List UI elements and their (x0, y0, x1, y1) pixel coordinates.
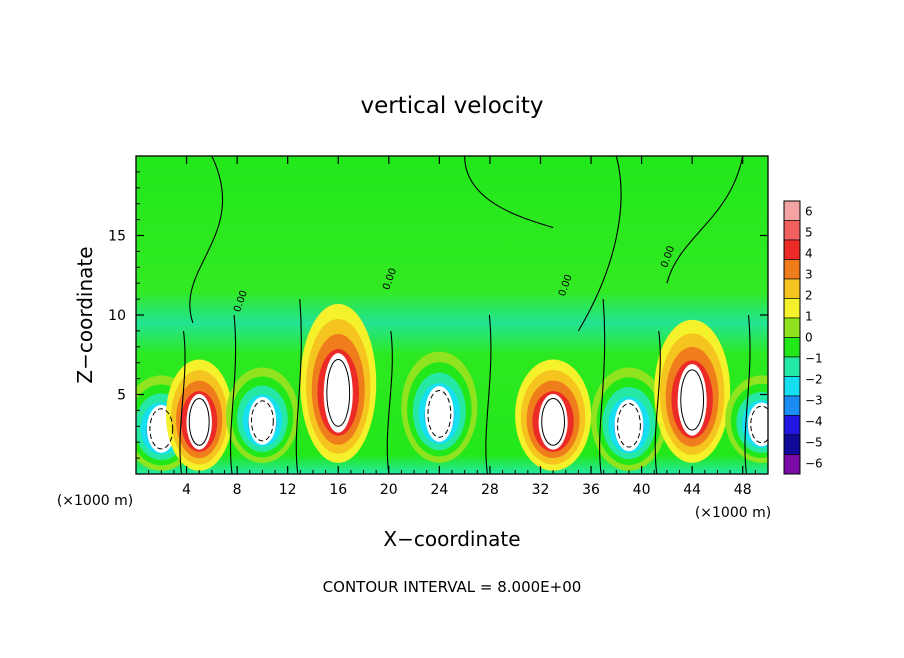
cell-8-core (747, 402, 768, 447)
x-tick-label-0: 4 (182, 482, 191, 498)
colorbar-label-7: −1 (805, 352, 823, 366)
colorbar-frame (783, 200, 801, 475)
y-tick-label-2: 15 (108, 229, 126, 245)
colorbar-swatch-3 (783, 259, 801, 280)
upper-contour-2 (577, 156, 622, 332)
downdraft-cell-6 (590, 367, 667, 471)
x-tick-label-2: 12 (279, 482, 297, 498)
zero-contour-7 (744, 314, 751, 474)
chart-title: vertical velocity (361, 93, 544, 119)
cell-6-contour (617, 403, 641, 448)
updraft-cell-7 (654, 319, 731, 463)
cell-4-contour (427, 390, 452, 438)
contour-lines: 0.000.00 0.000.00 (149, 156, 768, 474)
cell-7-contour (680, 369, 705, 431)
upper-contour-1 (464, 156, 554, 229)
colorbar-swatch-10 (783, 395, 801, 416)
y-axis-label: Z−coordinate (73, 246, 97, 383)
zero-contour-1 (230, 314, 237, 474)
colorbar-label-6: 0 (805, 331, 813, 345)
contour-interval-note: CONTOUR INTERVAL = 8.000E+00 (323, 578, 582, 596)
colorbar-label-2: 4 (805, 247, 813, 261)
cell-6-core (614, 399, 644, 452)
zero-contour-4 (485, 314, 492, 474)
cell-2-contour (250, 400, 274, 442)
x-tick-label-4: 20 (380, 482, 398, 498)
y-axis-unit-label: (×1000 m) (57, 493, 133, 509)
x-tick-label-10: 44 (683, 482, 701, 498)
plot-area: 0.000.00 0.000.00 (136, 156, 768, 474)
colorbar-swatch-7 (783, 337, 801, 358)
cell-7-core (677, 364, 707, 436)
colorbar-swatch-8 (783, 356, 801, 377)
cell-3-core (323, 353, 353, 433)
colorbar-swatch-0 (783, 200, 801, 221)
upper-contour-0 (189, 156, 224, 324)
colorbar-label-3: 3 (805, 268, 813, 282)
colorbar-label-8: −2 (805, 373, 823, 387)
cell-5-core (538, 394, 568, 450)
mid-level-band (136, 291, 768, 355)
colorbar-label-4: 2 (805, 289, 813, 303)
zero-contour-6 (654, 330, 661, 474)
colorbar-label-11: −5 (805, 436, 823, 450)
updraft-cell-3 (300, 303, 377, 463)
x-axis-label: X−coordinate (383, 527, 520, 551)
colorbar-swatch-4 (783, 278, 801, 299)
colorbar: 6 5 4 3 2 1 0 −1 −2 −3 −4 −5 −6 (783, 200, 823, 475)
cell-2-core (248, 397, 277, 445)
colorbar-swatch-5 (783, 298, 801, 319)
zero-contour-5 (599, 299, 606, 474)
cell-1-contour (188, 397, 210, 446)
colorbar-label-10: −4 (805, 415, 823, 429)
x-tick-label-9: 40 (633, 482, 651, 498)
zero-contour-3 (386, 330, 393, 474)
colorbar-swatch-13 (783, 454, 801, 475)
x-axis-unit-label: (×1000 m) (695, 505, 771, 521)
x-tick-label-11: 48 (734, 482, 752, 498)
x-tick-label-5: 24 (430, 482, 448, 498)
y-tick-label-0: 5 (117, 388, 126, 404)
x-tick-label-3: 16 (329, 482, 347, 498)
colorbar-label-1: 5 (805, 226, 813, 240)
downdraft-cell-2 (226, 367, 299, 463)
x-tick-label-6: 28 (481, 482, 499, 498)
cell-0-contour (149, 408, 174, 450)
colorbar-swatch-6 (783, 317, 801, 338)
colorbar-label-9: −3 (805, 394, 823, 408)
x-tick-label-7: 32 (532, 482, 550, 498)
zero-contour-2 (295, 299, 302, 474)
cell-1-core (186, 394, 212, 450)
x-tick-label-1: 8 (233, 482, 242, 498)
updraft-cell-1 (166, 359, 233, 471)
cell-4-core (424, 386, 454, 442)
upper-contour-3 (666, 156, 744, 284)
x-tick-label-8: 36 (582, 482, 600, 498)
zero-contour-0 (179, 330, 186, 474)
y-tick-label-1: 10 (108, 308, 126, 324)
updraft-cell-5 (515, 359, 592, 471)
colorbar-label-0: 6 (805, 205, 813, 219)
cell-5-contour (541, 397, 566, 446)
colorbar-label-12: −6 (805, 457, 823, 471)
colorbar-swatch-2 (783, 239, 801, 260)
velocity-field (136, 291, 768, 471)
colorbar-label-5: 1 (805, 310, 813, 324)
cell-3-contour (326, 359, 351, 427)
colorbar-swatch-9 (783, 376, 801, 397)
downdraft-cell-4 (401, 351, 478, 463)
colorbar-swatch-11 (783, 415, 801, 436)
colorbar-swatch-12 (783, 434, 801, 455)
colorbar-swatch-1 (783, 220, 801, 241)
